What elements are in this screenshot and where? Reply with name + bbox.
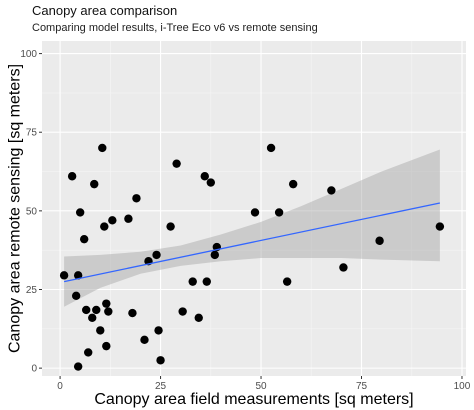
y-tick-label: 25 (26, 285, 38, 296)
data-point (266, 143, 276, 153)
x-axis-title: Canopy area field measurements [sq meter… (94, 391, 413, 408)
data-point (73, 362, 83, 371)
data-point (79, 234, 89, 244)
data-point (108, 216, 117, 225)
data-point (67, 172, 77, 181)
y-tick-label: 50 (26, 206, 38, 217)
data-point (202, 277, 211, 286)
chart-title: Canopy area comparison (32, 3, 178, 18)
data-point (128, 308, 137, 318)
data-point (152, 250, 161, 260)
x-axis-ticks: 0 25 50 75 100 (57, 376, 471, 392)
data-point (200, 172, 209, 181)
data-point (250, 208, 260, 217)
data-point (194, 313, 203, 323)
data-point (88, 313, 97, 323)
data-point (71, 291, 81, 300)
y-tick-label: 0 (31, 364, 37, 375)
data-point (327, 186, 336, 195)
data-point (375, 236, 384, 245)
confidence-band (64, 149, 440, 307)
data-point (102, 299, 111, 308)
data-point (132, 194, 141, 203)
data-point (206, 178, 215, 187)
data-point (59, 271, 69, 280)
data-point (274, 208, 284, 217)
data-point (90, 179, 99, 189)
x-tick-label: 75 (356, 381, 368, 392)
data-point (75, 208, 85, 217)
data-point (339, 263, 348, 272)
x-tick-label: 25 (155, 381, 167, 392)
x-tick-label: 0 (57, 381, 63, 392)
data-point (288, 179, 298, 189)
data-point (156, 356, 165, 365)
data-point (188, 277, 197, 286)
data-point (435, 222, 445, 231)
data-point (96, 326, 105, 335)
y-tick-label: 75 (26, 128, 38, 139)
data-point (166, 222, 175, 231)
data-point (102, 341, 111, 351)
x-tick-label: 50 (255, 381, 267, 392)
data-point (178, 307, 187, 316)
data-point (154, 326, 163, 335)
data-point (84, 348, 93, 357)
data-point (210, 250, 220, 260)
y-axis-title: Canopy area remote sensing [sq meters] (7, 64, 24, 353)
data-point (82, 305, 91, 315)
y-tick-label: 100 (20, 49, 37, 60)
y-axis-ticks: 0 25 50 75 100 (20, 49, 42, 375)
data-point (172, 159, 181, 168)
data-point (100, 222, 109, 231)
data-point (124, 214, 133, 223)
chart-subtitle: Comparing model results, i-Tree Eco v6 v… (32, 22, 318, 34)
data-points (59, 143, 445, 371)
data-point (92, 305, 101, 315)
data-point (104, 307, 113, 316)
data-point (282, 277, 292, 286)
data-point (73, 271, 83, 280)
x-tick-label: 100 (454, 381, 471, 392)
regression-line (63, 202, 441, 283)
data-point (140, 335, 149, 345)
data-point (98, 143, 107, 153)
